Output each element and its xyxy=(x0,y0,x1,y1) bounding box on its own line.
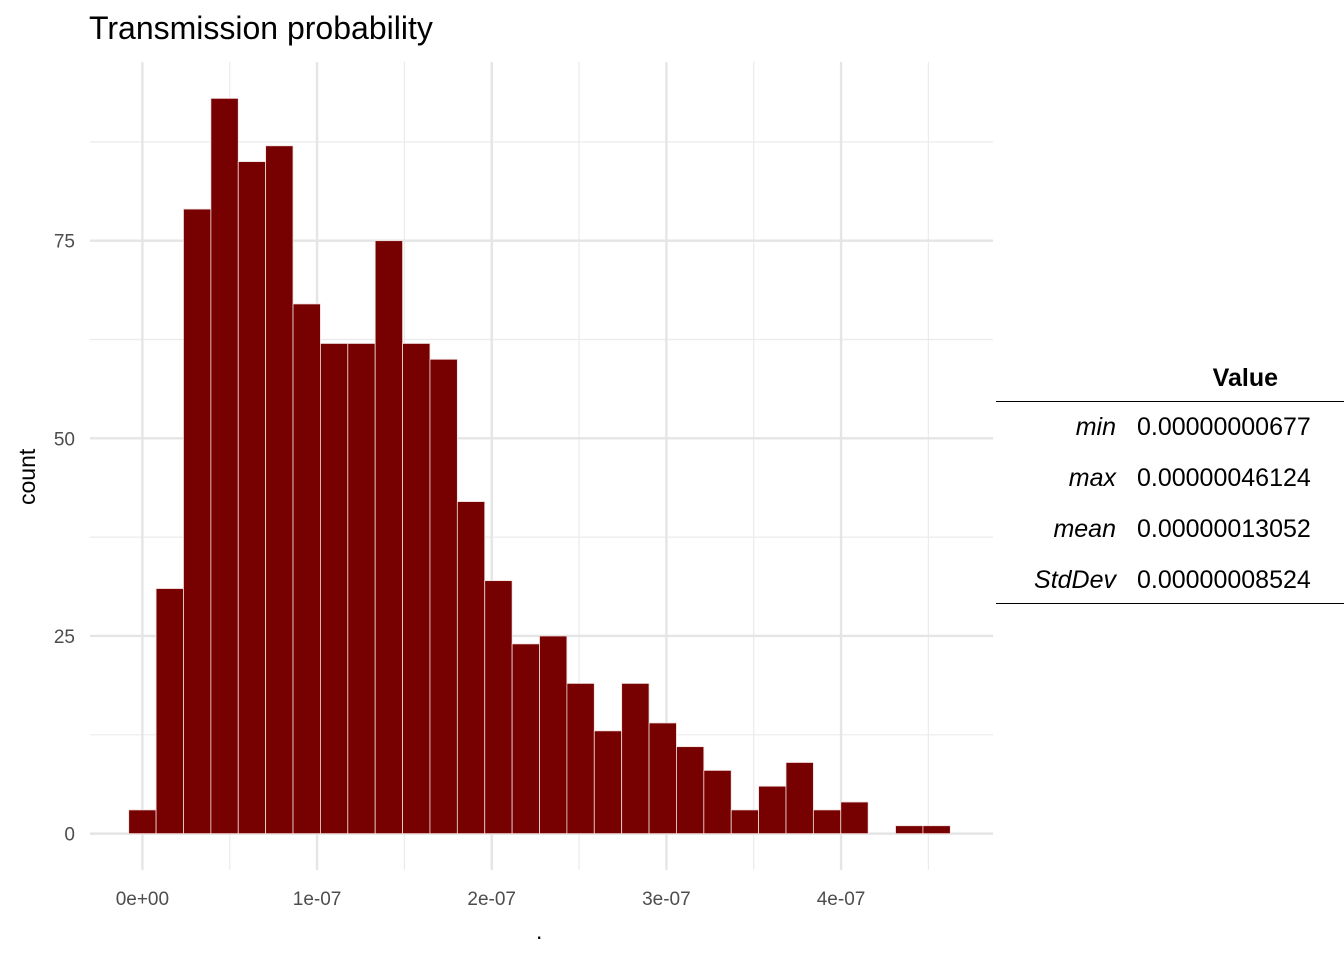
stat-value: 0.00000013052 xyxy=(1137,515,1311,543)
histogram-bar xyxy=(183,208,212,835)
stat-label: mean xyxy=(1053,515,1116,543)
histogram-bar xyxy=(730,809,760,835)
x-tick-label: 4e-07 xyxy=(817,889,866,910)
stats-row-min: min 0.00000000677 xyxy=(996,402,1344,453)
stats-row-max: max 0.00000046124 xyxy=(996,453,1344,504)
histogram-bar xyxy=(539,635,568,835)
stat-label: max xyxy=(1068,464,1116,492)
histogram-bar xyxy=(128,809,157,835)
histogram-bar xyxy=(922,825,951,835)
x-tick-label: 2e-07 xyxy=(467,889,516,910)
stat-value: 0.00000000677 xyxy=(1137,413,1311,441)
histogram-bar xyxy=(210,97,239,835)
y-axis-label: count xyxy=(14,448,40,505)
histogram-bar xyxy=(785,762,814,835)
stat-label: min xyxy=(1075,413,1116,441)
stats-row-mean: mean 0.00000013052 xyxy=(996,504,1344,555)
histogram-bar xyxy=(347,343,376,835)
y-tick-label: 0 xyxy=(64,825,75,846)
stats-row-stddev: StdDev 0.00000008524 xyxy=(996,555,1344,606)
histogram-bar xyxy=(374,240,403,835)
histogram-bar xyxy=(429,358,458,835)
y-tick-label: 50 xyxy=(54,429,75,450)
histogram-bar xyxy=(566,683,595,835)
histogram-bar xyxy=(758,785,787,835)
histogram-bar xyxy=(320,343,349,835)
histogram-bar xyxy=(484,580,513,835)
histogram-bar xyxy=(265,145,294,835)
histogram-bar xyxy=(840,801,869,835)
y-tick-label: 75 xyxy=(54,232,75,253)
histogram-bar xyxy=(402,343,431,835)
chart-title: Transmission probability xyxy=(89,10,433,46)
y-tick-label: 25 xyxy=(54,627,75,648)
histogram-bar xyxy=(155,588,184,835)
histogram-bar xyxy=(237,161,267,835)
histogram-bar xyxy=(648,722,677,835)
table-bottom-rule xyxy=(996,603,1344,604)
x-tick-label: 3e-07 xyxy=(642,889,691,910)
x-tick-label: 0e+00 xyxy=(116,889,169,910)
histogram-bar xyxy=(292,303,321,835)
stats-table-header: Value xyxy=(996,358,1344,402)
stat-value: 0.00000008524 xyxy=(1137,566,1311,594)
stat-label: StdDev xyxy=(1034,566,1116,594)
stats-table: Value min 0.00000000677 max 0.00000046124 … xyxy=(996,358,1344,604)
histogram-bar xyxy=(703,769,732,835)
histogram-bar xyxy=(676,746,705,835)
histogram-bar xyxy=(593,730,623,835)
histogram-bar xyxy=(511,643,540,835)
histogram-bar xyxy=(895,825,924,835)
histogram-bar xyxy=(621,683,650,835)
x-tick-label: 1e-07 xyxy=(293,889,342,910)
histogram-bar xyxy=(812,809,842,835)
x-axis-label: . xyxy=(536,918,543,944)
histogram-bar xyxy=(456,501,486,835)
stat-value: 0.00000046124 xyxy=(1137,464,1311,492)
